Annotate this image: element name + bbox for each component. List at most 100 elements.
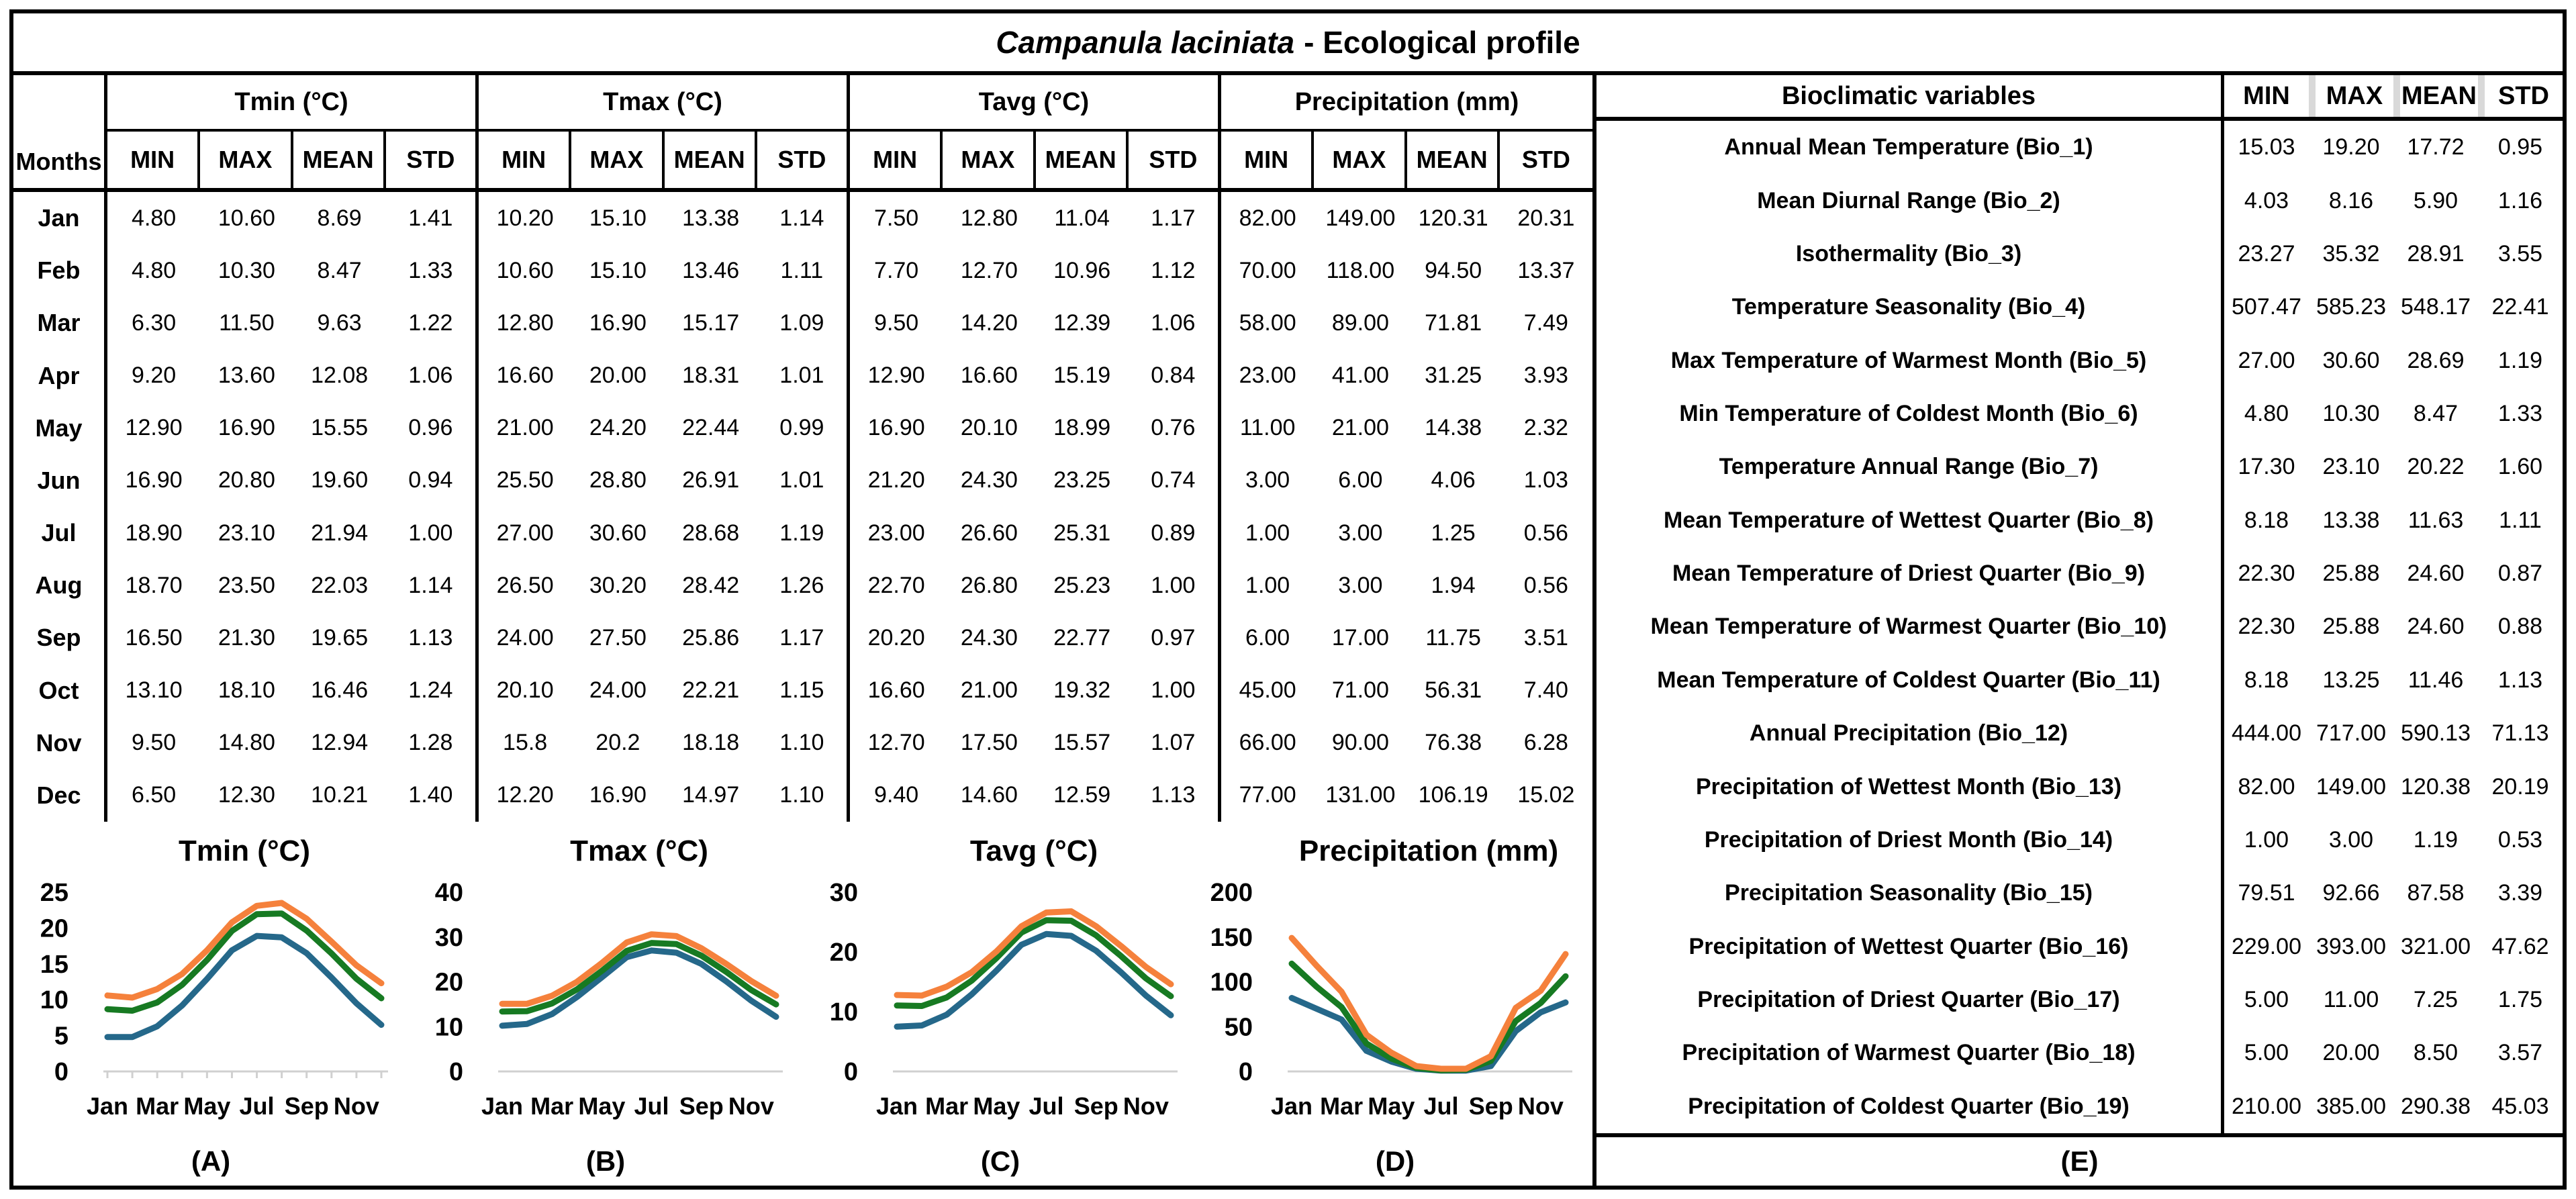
bioclim-value: 5.90 <box>2413 187 2459 213</box>
stat-header: MAX <box>571 132 665 188</box>
x-tick-label: Mar <box>136 1092 179 1120</box>
group-header: Tmax (°C) <box>479 75 850 132</box>
monthly-value: 1.00 <box>1245 572 1290 598</box>
bioclim-variable-name: Annual Mean Temperature (Bio_1) <box>1596 121 2224 175</box>
monthly-value: 1.10 <box>757 769 850 822</box>
monthly-value: 6.30 <box>132 309 177 336</box>
bioclim-value: 149.00 <box>2316 773 2386 800</box>
bioclim-variable-name: Precipitation of Wettest Quarter (Bio_16… <box>1596 920 2224 973</box>
series-line-max <box>104 900 385 1001</box>
monthly-value: 12.59 <box>1053 782 1111 808</box>
bioclim-value: 0.95 <box>2497 134 2543 160</box>
monthly-value: 16.90 <box>125 467 183 493</box>
monthly-value: 11.50 <box>219 309 275 336</box>
month-label: Oct <box>13 664 107 717</box>
monthly-value: 120.31 <box>1418 205 1488 231</box>
monthly-value: 23.00 <box>1239 363 1296 389</box>
bioclim-variable-name: Temperature Annual Range (Bio_7) <box>1596 440 2224 494</box>
monthly-value: 18.18 <box>682 730 740 756</box>
monthly-value: 15.02 <box>1517 782 1575 808</box>
monthly-value: 1.17 <box>757 612 850 665</box>
monthly-value: 12.20 <box>496 782 554 808</box>
bioclim-stat-header: MIN <box>2243 81 2290 110</box>
monthly-value: 26.80 <box>960 572 1018 598</box>
monthly-value: 19.60 <box>311 467 369 493</box>
x-tick-label: Jan <box>876 1092 918 1120</box>
monthly-value: 20.31 <box>1517 205 1575 231</box>
monthly-value: 21.20 <box>867 467 925 493</box>
bioclim-value: 385.00 <box>2316 1093 2386 1119</box>
bioclim-value: 321.00 <box>2401 933 2471 959</box>
bioclim-value: 23.10 <box>2322 454 2380 480</box>
monthly-value: 1.94 <box>1431 572 1476 598</box>
bioclim-value: 590.13 <box>2401 720 2471 747</box>
bioclim-value: 82.00 <box>2238 773 2295 800</box>
bioclim-value: 22.41 <box>2491 294 2549 320</box>
monthly-value: 15.55 <box>311 415 369 441</box>
y-tick-label: 0 <box>54 1058 68 1086</box>
monthly-value: 4.80 <box>132 257 177 283</box>
monthly-value: 3.00 <box>1338 520 1383 546</box>
y-tick-label: 20 <box>40 914 68 943</box>
bioclim-value: 444.00 <box>2232 720 2301 747</box>
monthly-value: 1.25 <box>1431 520 1476 546</box>
monthly-value: 24.00 <box>496 624 554 651</box>
x-tick-label: Mar <box>925 1092 968 1120</box>
monthly-value: 18.31 <box>682 363 740 389</box>
monthly-value: 1.28 <box>386 716 479 769</box>
bioclim-value: 28.69 <box>2407 347 2465 373</box>
bioclim-value: 24.60 <box>2407 561 2465 587</box>
month-label: Jan <box>13 192 107 245</box>
figure-content: Months Tmin (°C) Tmax (°C) Tavg (°C) Precipi… <box>13 75 2563 1186</box>
monthly-value: 90.00 <box>1331 730 1389 756</box>
monthly-value: 3.00 <box>1245 467 1290 493</box>
monthly-value: 31.25 <box>1425 363 1482 389</box>
x-tick-label: Jul <box>634 1092 669 1120</box>
monthly-value: 15.8 <box>503 730 548 756</box>
bioclim-value: 45.03 <box>2491 1093 2549 1119</box>
bioclim-value: 1.60 <box>2497 454 2543 480</box>
monthly-value: 15.19 <box>1053 363 1111 389</box>
y-tick-label: 10 <box>830 998 858 1026</box>
month-label: Apr <box>13 349 107 402</box>
bioclim-variable-name: Precipitation of Wettest Month (Bio_13) <box>1596 760 2224 814</box>
monthly-value: 8.47 <box>317 257 362 283</box>
monthly-value: 71.00 <box>1331 677 1389 704</box>
monthly-value: 10.96 <box>1053 257 1111 283</box>
chart-title: Tavg (°C) <box>970 834 1098 867</box>
x-tick-label: Jan <box>1271 1092 1313 1120</box>
monthly-value: 10.60 <box>218 205 275 231</box>
monthly-value: 76.38 <box>1425 730 1482 756</box>
bioclim-value: 5.00 <box>2244 987 2289 1013</box>
stat-header: MIN <box>850 132 943 188</box>
monthly-value: 21.94 <box>311 520 369 546</box>
monthly-value: 18.70 <box>125 572 183 598</box>
bioclim-value: 585.23 <box>2316 294 2386 320</box>
monthly-value: 12.70 <box>960 257 1018 283</box>
monthly-value: 1.24 <box>386 664 479 717</box>
bioclim-value: 0.88 <box>2497 614 2543 640</box>
y-tick-label: 30 <box>830 879 858 907</box>
bioclim-value: 22.30 <box>2238 614 2295 640</box>
page-title: - Ecological profile <box>1304 25 1580 60</box>
monthly-value: 16.90 <box>589 309 647 336</box>
line-chart: Tmin (°C) 0 5 10 15 20 25 Jan Mar May Jul Sep Nov <box>40 834 388 1120</box>
monthly-value: 14.97 <box>682 782 740 808</box>
monthly-value: 11.75 <box>1425 624 1481 651</box>
y-tick-label: 25 <box>40 879 68 907</box>
stat-header: MIN <box>107 132 201 188</box>
monthly-value: 1.06 <box>1129 297 1221 350</box>
stat-header: MEAN <box>1036 132 1129 188</box>
monthly-value: 21.00 <box>1331 415 1389 441</box>
monthly-value: 1.12 <box>1129 244 1221 297</box>
bioclim-variable-name: Min Temperature of Coldest Month (Bio_6) <box>1596 387 2224 441</box>
bioclim-variable-name: Mean Diurnal Range (Bio_2) <box>1596 174 2224 228</box>
monthly-row: Jun 16.90 20.80 19.60 0.94 25.50 28.80 26.91 1.0… <box>13 454 1592 508</box>
monthly-value: 7.49 <box>1523 309 1568 336</box>
bioclim-value: 11.63 <box>2407 507 2464 533</box>
monthly-value: 25.50 <box>496 467 554 493</box>
monthly-value: 27.00 <box>496 520 554 546</box>
x-tick-label: Sep <box>285 1092 329 1120</box>
chart-cell: Tmin (°C) 0 5 10 15 20 25 Jan Mar May Jul Sep Nov (A) <box>13 822 408 1186</box>
bioclim-value: 7.25 <box>2413 987 2459 1013</box>
